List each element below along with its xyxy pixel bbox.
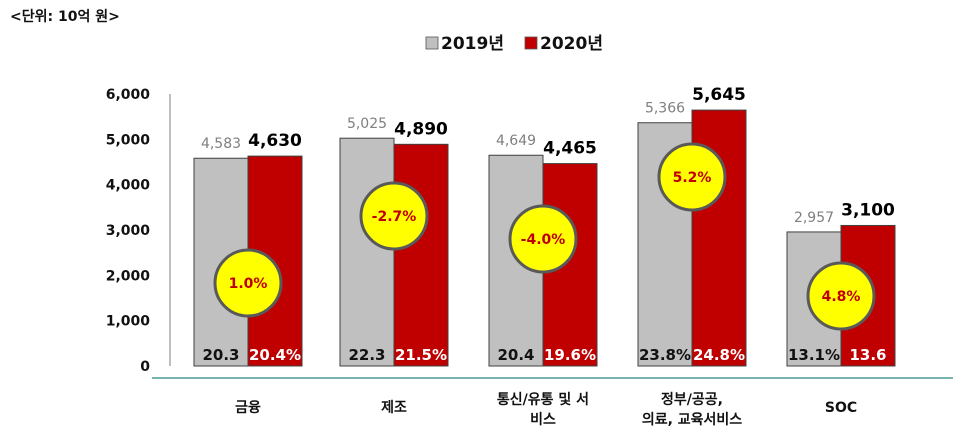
data-label-2020: 5,645 (692, 85, 746, 105)
bars (193, 109, 896, 367)
y-tick-label: 3,000 (106, 223, 151, 239)
y-axis: 0 1,000 2,000 3,000 4,000 5,000 6,000 (106, 87, 171, 375)
data-label-2019: 2,957 (794, 210, 834, 226)
growth-badge (508, 204, 578, 274)
data-label-2019: 4,649 (496, 133, 536, 149)
data-label-2020: 4,465 (543, 139, 597, 159)
share-label-2020: 19.6% (544, 346, 596, 364)
growth-badge (657, 142, 727, 212)
growth-badges: 1.0% -2.7% -4.0% 5.2% 4.8% (213, 142, 876, 331)
category-label: 제조 (381, 400, 407, 416)
y-tick-label: 5,000 (106, 132, 151, 148)
bar-2019 (339, 137, 395, 367)
share-label-2020: 20.4% (249, 346, 301, 364)
category-label: 의료, 교육서비스 (642, 411, 742, 428)
share-label-2020: 24.8% (693, 346, 745, 364)
growth-badge-label: -2.7% (372, 209, 417, 225)
bar-labels: 4,583 4,630 20.3 20.4% 5,025 4,890 22.3 21.5% 4,… (201, 85, 895, 364)
category-label: 비스 (530, 412, 556, 428)
y-tick-label: 6,000 (106, 87, 151, 103)
data-label-2020: 4,630 (248, 131, 302, 151)
growth-badge-label: 4.8% (822, 289, 861, 305)
growth-badge (359, 181, 429, 251)
y-tick-label: 1,000 (106, 314, 151, 330)
y-tick-label: 2,000 (106, 268, 151, 284)
share-label-2020: 21.5% (395, 346, 447, 364)
growth-badge-label: 5.2% (673, 170, 712, 186)
legend-label-2020: 2020년 (540, 34, 603, 54)
share-label-2019: 13.1% (788, 346, 840, 364)
bar-2020 (393, 143, 449, 367)
unit-label: <단위: 10억 원> (10, 8, 120, 25)
data-label-2019: 5,366 (645, 101, 685, 117)
data-label-2019: 4,583 (201, 136, 241, 152)
data-label-2020: 3,100 (841, 200, 895, 220)
legend-swatch-2020 (524, 36, 538, 50)
share-label-2019: 20.3 (202, 346, 239, 364)
legend-swatch-2019 (425, 36, 439, 50)
growth-badge-label: 1.0% (229, 276, 268, 292)
category-label: 정부/공공, (661, 391, 723, 408)
data-label-2020: 4,890 (394, 119, 448, 139)
category-label: SOC (825, 400, 857, 416)
share-label-2019: 23.8% (639, 346, 691, 364)
growth-badge (213, 248, 283, 318)
share-label-2019: 22.3 (348, 346, 385, 364)
share-label-2019: 20.4 (497, 346, 534, 364)
share-label-2020: 13.6 (849, 346, 886, 364)
legend: 2019년 2020년 (425, 34, 603, 54)
y-tick-label: 0 (140, 359, 150, 375)
growth-badge (806, 261, 876, 331)
x-axis-categories: 금융 제조 통신/유통 및 서비스 정부/공공, 의료, 교육서비스 SOC (235, 391, 857, 428)
category-label: 금융 (235, 400, 261, 416)
category-label: 통신/유통 및 서 (497, 391, 589, 408)
y-tick-label: 4,000 (106, 178, 151, 194)
data-label-2019: 5,025 (347, 116, 387, 132)
growth-badge-label: -4.0% (521, 232, 566, 248)
legend-label-2019: 2019년 (441, 34, 504, 54)
